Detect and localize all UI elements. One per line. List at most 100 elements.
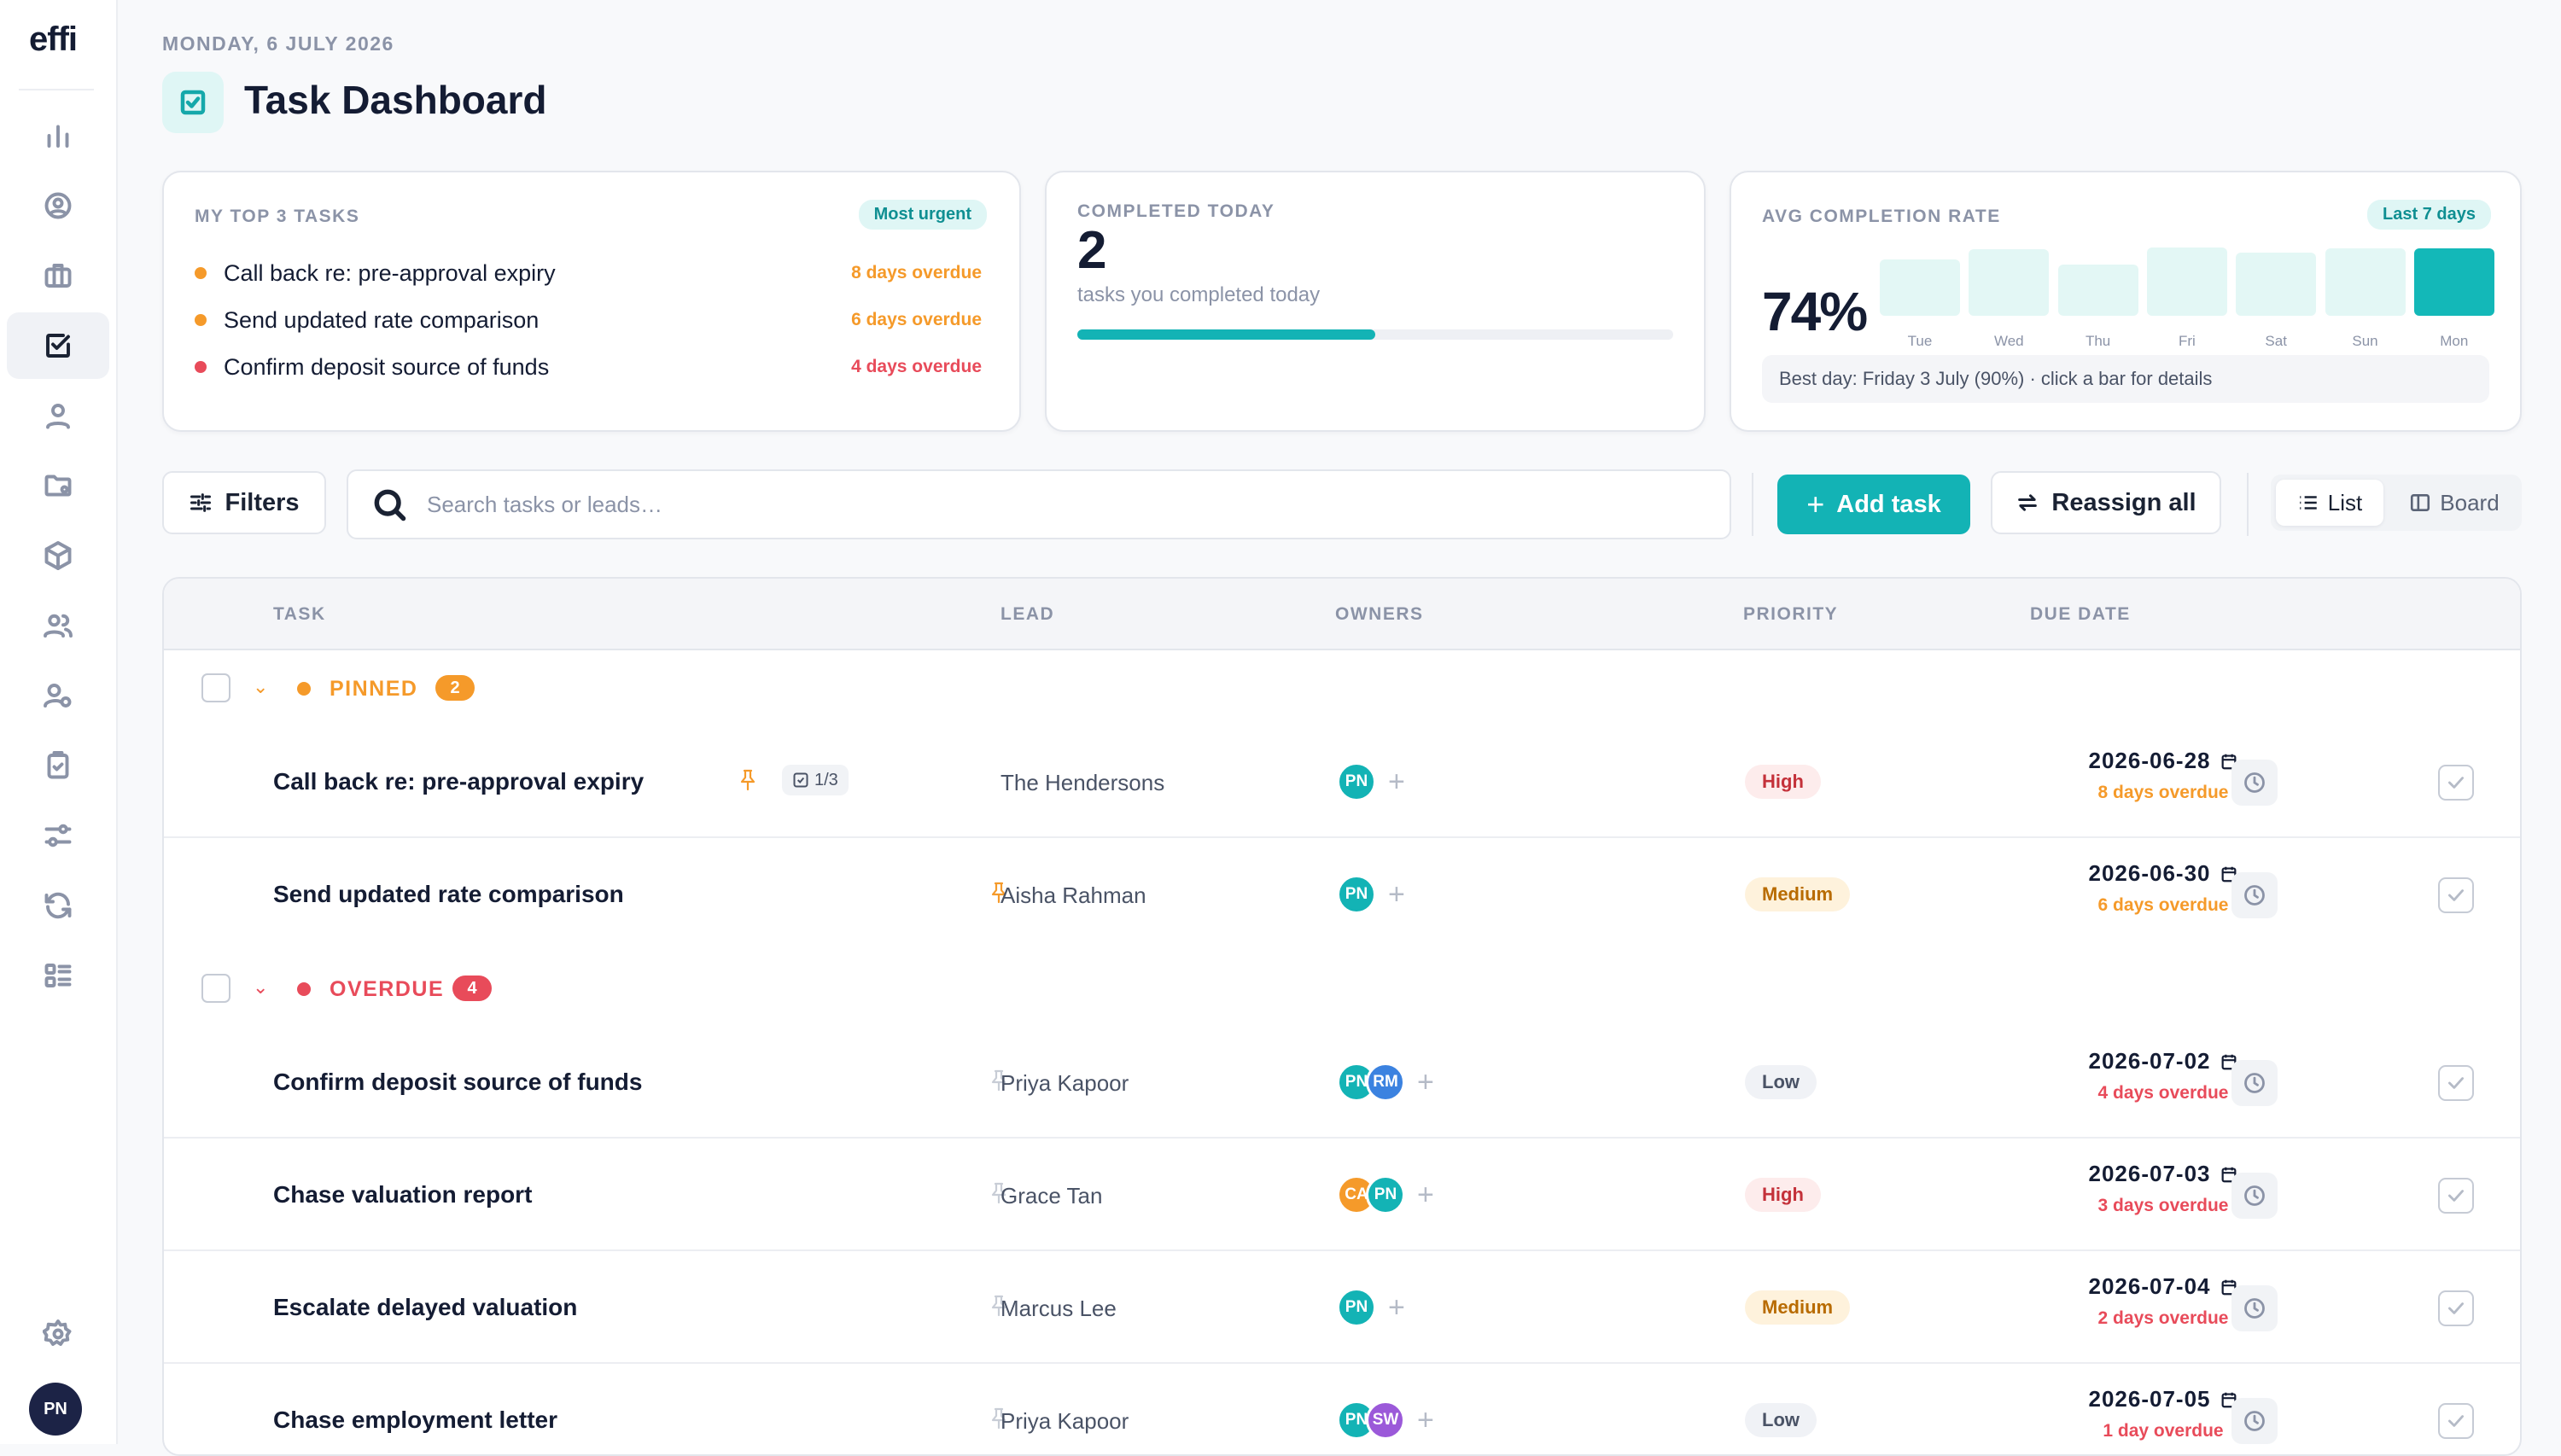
- due-date-cell[interactable]: 2026-07-04 2 days overdue: [2035, 1273, 2291, 1329]
- group-select-checkbox[interactable]: [201, 673, 230, 702]
- table-row[interactable]: Chase valuation report Grace Tan CA PN + High…: [164, 1139, 2520, 1251]
- nav-item-deals[interactable]: [7, 242, 109, 309]
- task-title[interactable]: Confirm deposit source of funds: [273, 1069, 643, 1095]
- add-owner-icon[interactable]: +: [1388, 877, 1405, 911]
- snooze-button[interactable]: [2231, 1285, 2278, 1331]
- task-title[interactable]: Call back re: pre-approval expiry: [273, 768, 645, 795]
- complete-task-button[interactable]: [2438, 1065, 2474, 1101]
- table-row[interactable]: Escalate delayed valuation Marcus Lee PN + M…: [164, 1251, 2520, 1364]
- task-title[interactable]: Send updated rate comparison: [273, 881, 624, 907]
- lead-name[interactable]: Priya Kapoor: [1000, 1070, 1129, 1096]
- lead-name[interactable]: The Hendersons: [1000, 770, 1165, 795]
- pin-icon[interactable]: [989, 1069, 1009, 1092]
- table-row[interactable]: Send updated rate comparison Aisha Rahman…: [164, 838, 2520, 951]
- complete-task-button[interactable]: [2438, 877, 2474, 913]
- snooze-button[interactable]: [2231, 760, 2278, 806]
- complete-task-button[interactable]: [2438, 1178, 2474, 1214]
- snooze-button[interactable]: [2231, 1398, 2278, 1444]
- nav-item-products[interactable]: [7, 522, 109, 589]
- nav-item-profile[interactable]: [7, 172, 109, 239]
- daily-rate-bar-wed[interactable]: Wed: [1969, 249, 2050, 349]
- subtask-progress-badge[interactable]: 1/3: [782, 765, 849, 795]
- view-list-button[interactable]: List: [2276, 480, 2383, 526]
- urgent-task-item[interactable]: Confirm deposit source of funds 4 days o…: [195, 350, 982, 384]
- nav-item-team[interactable]: [7, 592, 109, 659]
- owner-avatar[interactable]: PN: [1337, 1288, 1376, 1327]
- column-header-task[interactable]: TASK: [273, 604, 326, 624]
- column-header-due-date[interactable]: DUE DATE: [2030, 604, 2131, 624]
- urgent-task-item[interactable]: Send updated rate comparison 6 days over…: [195, 303, 982, 337]
- daily-rate-bar-fri[interactable]: Fri: [2146, 248, 2227, 349]
- priority-badge[interactable]: High: [1745, 1178, 1821, 1212]
- priority-badge[interactable]: Medium: [1745, 1290, 1851, 1325]
- table-row[interactable]: Call back re: pre-approval expiry 1/3 The …: [164, 725, 2520, 838]
- snooze-button[interactable]: [2231, 1173, 2278, 1219]
- owner-avatar[interactable]: SW: [1366, 1401, 1405, 1440]
- add-owner-icon[interactable]: +: [1417, 1178, 1434, 1211]
- group-select-checkbox[interactable]: [201, 974, 230, 1003]
- pin-icon[interactable]: [989, 1181, 1009, 1205]
- nav-item-user-settings[interactable]: [7, 662, 109, 729]
- priority-badge[interactable]: Low: [1745, 1065, 1817, 1099]
- due-date-cell[interactable]: 2026-06-30 6 days overdue: [2035, 860, 2291, 916]
- add-owner-icon[interactable]: +: [1417, 1065, 1434, 1098]
- reassign-all-button[interactable]: Reassign all: [1991, 471, 2221, 534]
- due-date-cell[interactable]: 2026-07-03 3 days overdue: [2035, 1161, 2291, 1216]
- owner-avatar[interactable]: PN: [1337, 1063, 1376, 1102]
- urgent-task-item[interactable]: Call back re: pre-approval expiry 8 days…: [195, 256, 982, 290]
- nav-item-checklists[interactable]: [7, 732, 109, 799]
- daily-rate-bar-tue[interactable]: Tue: [1880, 249, 1960, 349]
- lead-name[interactable]: Priya Kapoor: [1000, 1408, 1129, 1434]
- column-header-lead[interactable]: LEAD: [1000, 604, 1055, 624]
- task-title[interactable]: Chase employment letter: [273, 1406, 557, 1433]
- search-input[interactable]: [425, 490, 1620, 519]
- pin-icon[interactable]: [989, 1294, 1009, 1318]
- column-header-priority[interactable]: PRIORITY: [1743, 604, 1839, 624]
- snooze-button[interactable]: [2231, 872, 2278, 918]
- nav-item-documents[interactable]: [7, 452, 109, 519]
- nav-item-settings[interactable]: [7, 1301, 109, 1367]
- priority-badge[interactable]: Low: [1745, 1403, 1817, 1437]
- add-owner-icon[interactable]: +: [1388, 1290, 1405, 1324]
- task-title[interactable]: Chase valuation report: [273, 1181, 533, 1208]
- lead-name[interactable]: Aisha Rahman: [1000, 882, 1146, 908]
- add-owner-icon[interactable]: +: [1417, 1403, 1434, 1436]
- app-logo[interactable]: effi: [29, 20, 78, 58]
- user-avatar[interactable]: PN: [29, 1383, 82, 1436]
- owner-avatar[interactable]: PN: [1337, 762, 1376, 801]
- due-date-cell[interactable]: 2026-06-28 8 days overdue: [2035, 748, 2291, 803]
- nav-item-sync[interactable]: [7, 872, 109, 939]
- daily-rate-bar-sun[interactable]: Sun: [2325, 248, 2406, 349]
- table-row[interactable]: Chase employment letter Priya Kapoor PN SW +…: [164, 1364, 2520, 1454]
- lead-name[interactable]: Marcus Lee: [1000, 1296, 1117, 1321]
- daily-rate-bar-sat[interactable]: Sat: [2236, 249, 2317, 349]
- add-task-button[interactable]: + Add task: [1777, 475, 1970, 534]
- complete-task-button[interactable]: [2438, 1290, 2474, 1326]
- search-bar[interactable]: [347, 469, 1731, 539]
- nav-item-filters[interactable]: [7, 802, 109, 869]
- nav-item-analytics[interactable]: [7, 102, 109, 169]
- priority-badge[interactable]: Medium: [1745, 877, 1851, 911]
- snooze-button[interactable]: [2231, 1060, 2278, 1106]
- complete-task-button[interactable]: [2438, 765, 2474, 801]
- chevron-down-icon[interactable]: ⌄: [253, 676, 269, 697]
- filters-button[interactable]: Filters: [162, 471, 326, 534]
- owner-avatar[interactable]: RM: [1366, 1063, 1405, 1102]
- nav-item-reports[interactable]: [7, 942, 109, 1009]
- pin-icon[interactable]: [738, 768, 758, 792]
- pin-icon[interactable]: [989, 1406, 1009, 1430]
- column-header-owners[interactable]: OWNERS: [1335, 604, 1424, 624]
- owner-avatar[interactable]: PN: [1366, 1175, 1405, 1214]
- add-owner-icon[interactable]: +: [1388, 765, 1405, 798]
- pin-icon[interactable]: [989, 881, 1009, 905]
- group-header-overdue[interactable]: ⌄ OVERDUE 4: [164, 951, 2520, 1026]
- daily-rate-bar-mon[interactable]: Mon: [2413, 248, 2494, 349]
- nav-item-contacts[interactable]: [7, 382, 109, 449]
- lead-name[interactable]: Grace Tan: [1000, 1183, 1103, 1208]
- priority-badge[interactable]: High: [1745, 765, 1821, 799]
- table-row[interactable]: Confirm deposit source of funds Priya Kap…: [164, 1026, 2520, 1139]
- nav-item-tasks[interactable]: [7, 312, 109, 379]
- group-header-pinned[interactable]: ⌄ PINNED 2: [164, 650, 2520, 725]
- view-board-button[interactable]: Board: [2390, 480, 2518, 526]
- owner-avatar[interactable]: PN: [1337, 875, 1376, 914]
